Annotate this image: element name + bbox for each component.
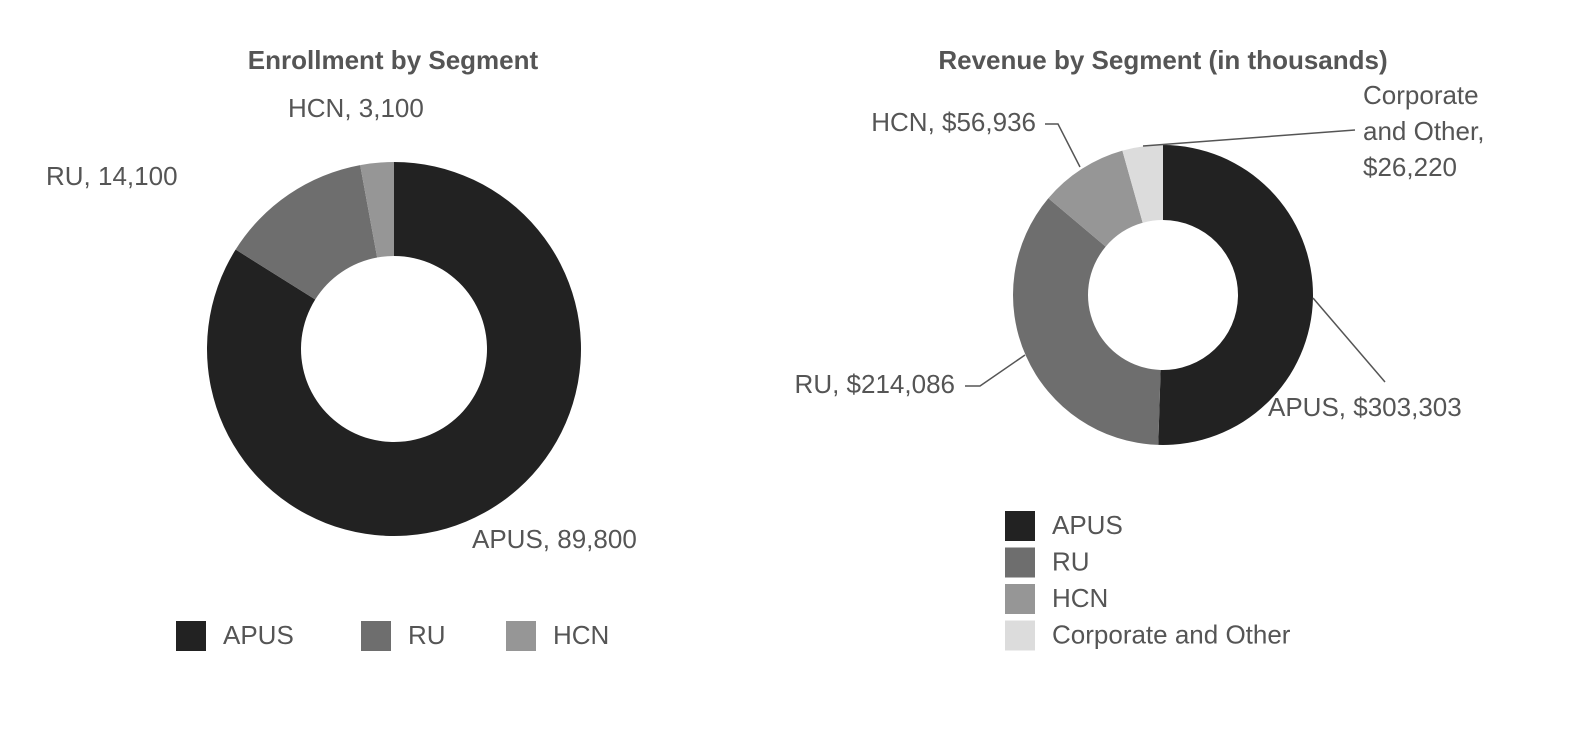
legend-label: APUS — [1052, 510, 1123, 540]
legend-swatch — [1005, 584, 1035, 614]
legend-label: HCN — [553, 620, 609, 650]
donut-slice — [1122, 145, 1163, 223]
legend-label: HCN — [1052, 583, 1108, 613]
legend-label: Corporate and Other — [1052, 619, 1291, 649]
donut-slice — [360, 162, 394, 258]
legend-swatch — [1005, 547, 1035, 578]
legend-swatch — [1005, 511, 1035, 541]
legend-swatch — [1005, 620, 1035, 651]
data-label: HCN, 3,100 — [288, 93, 424, 123]
data-label: Corporate and Other, $26,220 — [1363, 80, 1484, 182]
donut-slice — [206, 162, 582, 536]
donut-slice — [1048, 150, 1143, 247]
legend-label: RU — [1052, 546, 1090, 576]
data-label: RU, $214,086 — [795, 369, 955, 399]
leader-line — [965, 354, 1026, 387]
data-label-line: $26,220 — [1363, 152, 1457, 182]
legend-swatch — [176, 621, 206, 651]
legend-label: RU — [408, 620, 446, 650]
data-label: HCN, $56,936 — [871, 107, 1036, 137]
donut-slice — [1158, 145, 1314, 446]
donut-slice — [1013, 198, 1161, 445]
data-label-line: Corporate — [1363, 80, 1479, 110]
legend-label: APUS — [223, 620, 294, 650]
leader-line — [1142, 129, 1356, 147]
chart-title: Revenue by Segment (in thousands) — [938, 45, 1387, 75]
data-label: RU, 14,100 — [46, 161, 178, 191]
donut-slice — [235, 165, 378, 300]
data-label-line: and Other, — [1363, 116, 1484, 146]
legend-swatch — [361, 621, 391, 651]
chart-title: Enrollment by Segment — [248, 45, 539, 75]
data-label: APUS, 89,800 — [472, 524, 637, 554]
leader-line — [1045, 123, 1081, 168]
data-label: APUS, $303,303 — [1268, 392, 1462, 422]
legend-swatch — [506, 621, 536, 651]
leader-line — [1312, 297, 1386, 383]
